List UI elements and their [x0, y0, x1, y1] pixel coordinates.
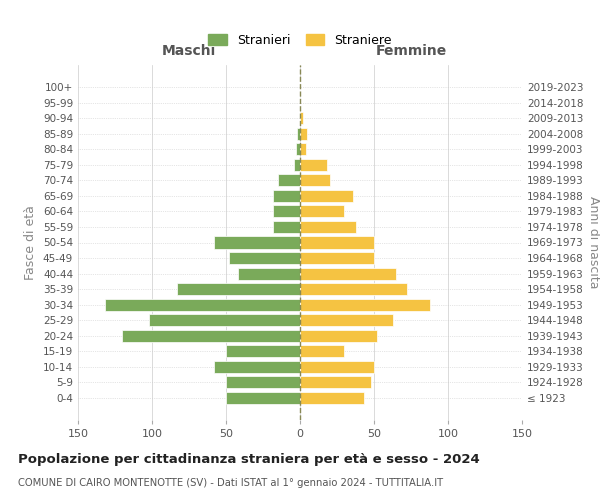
Bar	[294, 159, 300, 171]
Bar	[177, 283, 300, 295]
Bar	[300, 298, 430, 310]
Bar	[226, 392, 300, 404]
Bar	[300, 221, 356, 233]
Bar	[149, 314, 300, 326]
Text: Popolazione per cittadinanza straniera per età e sesso - 2024: Popolazione per cittadinanza straniera p…	[18, 452, 480, 466]
Bar	[226, 376, 300, 388]
Bar	[214, 236, 300, 248]
Text: COMUNE DI CAIRO MONTENOTTE (SV) - Dati ISTAT al 1° gennaio 2024 - TUTTITALIA.IT: COMUNE DI CAIRO MONTENOTTE (SV) - Dati I…	[18, 478, 443, 488]
Bar	[229, 252, 300, 264]
Bar	[300, 345, 344, 358]
Bar	[300, 236, 374, 248]
Bar	[274, 190, 300, 202]
Bar	[274, 221, 300, 233]
Bar	[300, 144, 306, 156]
Bar	[278, 174, 300, 186]
Bar	[274, 206, 300, 218]
Bar	[300, 360, 374, 373]
Y-axis label: Anni di nascita: Anni di nascita	[587, 196, 600, 289]
Bar	[300, 174, 329, 186]
Bar	[300, 330, 377, 342]
Bar	[296, 144, 300, 156]
Y-axis label: Fasce di età: Fasce di età	[25, 205, 37, 280]
Legend: Stranieri, Straniere: Stranieri, Straniere	[203, 28, 397, 52]
Bar	[300, 112, 303, 124]
Bar	[300, 376, 371, 388]
Bar	[300, 252, 374, 264]
Bar	[300, 128, 307, 140]
Bar	[214, 360, 300, 373]
Bar	[297, 128, 300, 140]
Bar	[104, 298, 300, 310]
Text: Maschi: Maschi	[162, 44, 216, 58]
Bar	[226, 345, 300, 358]
Bar	[122, 330, 300, 342]
Bar	[300, 159, 326, 171]
Bar	[300, 268, 396, 280]
Bar	[238, 268, 300, 280]
Bar	[300, 206, 344, 218]
Text: Femmine: Femmine	[376, 44, 446, 58]
Bar	[300, 392, 364, 404]
Bar	[300, 283, 407, 295]
Bar	[300, 314, 393, 326]
Bar	[300, 190, 353, 202]
